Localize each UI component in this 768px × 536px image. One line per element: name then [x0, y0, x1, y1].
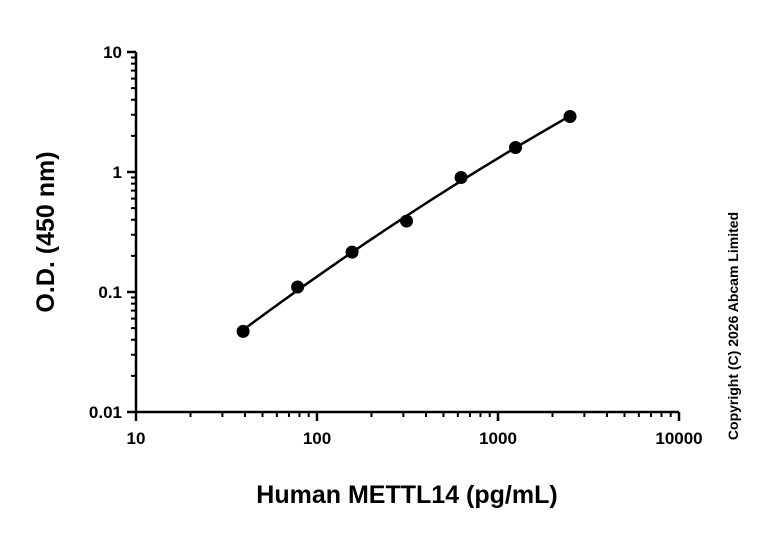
data-point — [236, 324, 250, 338]
x-tick-label: 10 — [127, 429, 146, 448]
y-axis-title: O.D. (450 nm) — [32, 151, 60, 312]
copyright-notice: Copyright (C) 2026 Abcam Limited — [725, 212, 741, 440]
data-point — [509, 141, 523, 155]
x-axis-ticks: 10 100 1000 10000 — [127, 412, 703, 448]
data-point — [400, 214, 414, 228]
y-tick-label: 1 — [113, 163, 122, 182]
y-tick-label: 0.01 — [89, 403, 122, 422]
y-tick-label: 10 — [103, 43, 122, 62]
data-point — [563, 110, 577, 124]
data-point — [454, 170, 468, 184]
x-axis-title: Human METTL14 (pg/mL) — [256, 481, 557, 509]
data-point — [345, 245, 359, 259]
x-tick-label: 1000 — [479, 429, 517, 448]
data-point — [291, 280, 305, 294]
y-tick-label: 0.1 — [98, 283, 122, 302]
x-tick-label: 10000 — [655, 429, 702, 448]
y-axis-ticks: 0.01 0.1 1 10 — [89, 43, 136, 422]
data-points — [236, 110, 577, 338]
axes — [134, 52, 679, 414]
x-tick-label: 100 — [303, 429, 331, 448]
